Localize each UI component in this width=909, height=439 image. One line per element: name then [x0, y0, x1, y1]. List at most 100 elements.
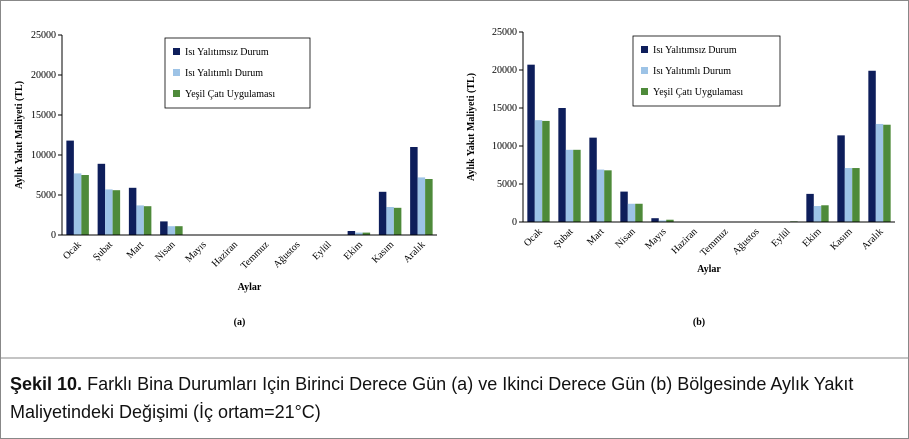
legend-label: Yeşil Çatı Uygulaması — [185, 89, 275, 100]
bar — [534, 120, 543, 222]
legend-swatch — [641, 88, 648, 95]
panel-label: (b) — [693, 317, 705, 328]
legend-swatch — [173, 90, 180, 97]
bar — [97, 163, 106, 235]
bar — [596, 169, 605, 222]
x-tick-label: Aralık — [860, 226, 886, 252]
y-tick-label: 20000 — [492, 65, 517, 76]
bar — [105, 189, 113, 235]
x-tick-label: Haziran — [669, 226, 699, 256]
panel-label: (a) — [234, 317, 246, 328]
legend-box — [164, 37, 311, 109]
y-tick-label: 15000 — [492, 103, 517, 114]
bar — [875, 123, 884, 222]
y-tick-label: 15000 — [31, 110, 56, 121]
bar — [883, 124, 891, 222]
bar — [355, 232, 363, 235]
bar — [417, 177, 426, 235]
legend-label: Isı Yalıtımsız Durum — [653, 45, 737, 56]
x-tick-label: Kasım — [828, 226, 854, 252]
y-tick-label: 5000 — [497, 179, 517, 190]
bar — [143, 206, 152, 235]
y-axis-label: Aylık Yakıt Maliyeti (TL) — [466, 73, 477, 181]
bar — [136, 205, 144, 235]
caption-text: Farklı Bina Durumları Için Birinci Derec… — [10, 374, 854, 422]
legend-box — [632, 35, 781, 107]
bar — [658, 220, 667, 222]
bar — [666, 219, 674, 222]
bar — [573, 149, 581, 222]
x-tick-label: Şubat — [91, 239, 115, 263]
x-tick-label: Nisan — [153, 239, 177, 263]
y-tick-label: 0 — [51, 230, 56, 241]
bar — [66, 140, 74, 235]
x-tick-label: Eylül — [311, 239, 334, 262]
x-tick-label: Temmuz — [239, 239, 272, 272]
legend-label: Isı Yalıtımlı Durum — [185, 68, 263, 79]
bar — [167, 226, 176, 235]
bar — [347, 231, 356, 235]
x-tick-label: Eylül — [770, 226, 793, 249]
bar — [604, 170, 612, 222]
bar — [542, 120, 550, 222]
y-tick-label: 25000 — [31, 30, 56, 41]
bar — [81, 175, 89, 235]
y-tick-label: 20000 — [31, 70, 56, 81]
bar — [868, 70, 876, 222]
bar — [806, 193, 814, 222]
bar — [378, 191, 387, 235]
x-tick-label: Kasım — [370, 239, 396, 265]
x-tick-label: Mart — [585, 226, 607, 248]
legend-swatch — [641, 46, 648, 53]
legend-label: Isı Yalıtımlı Durum — [653, 66, 731, 77]
x-tick-label: Temmuz — [698, 226, 731, 259]
legend-swatch — [641, 67, 648, 74]
bar — [852, 168, 860, 222]
x-tick-label: Mayıs — [183, 239, 209, 265]
x-tick-label: Haziran — [210, 239, 240, 269]
bar — [821, 205, 829, 222]
bar — [844, 168, 853, 222]
y-tick-label: 25000 — [492, 27, 517, 38]
legend-swatch — [173, 48, 180, 55]
bar — [410, 147, 418, 235]
bar — [527, 64, 535, 223]
bar — [651, 218, 659, 222]
x-tick-label: Şubat — [552, 226, 576, 250]
x-tick-label: Ocak — [61, 239, 84, 262]
x-tick-label: Ağustos — [272, 239, 303, 270]
bar — [558, 108, 566, 222]
y-tick-label: 10000 — [492, 141, 517, 152]
y-axis-label: Aylık Yakıt Maliyeti (TL) — [14, 81, 25, 189]
caption-label: Şekil 10. — [10, 374, 83, 394]
y-tick-label: 0 — [512, 217, 517, 228]
x-axis-label: Aylar — [697, 264, 721, 275]
x-tick-label: Mart — [125, 239, 147, 261]
bar — [393, 207, 402, 235]
bar — [635, 203, 643, 222]
x-tick-label: Ekim — [801, 226, 824, 249]
bar — [128, 187, 137, 235]
bar — [112, 190, 121, 235]
x-axis-label: Aylar — [238, 282, 262, 293]
x-tick-label: Mayıs — [643, 226, 669, 252]
bar — [386, 207, 394, 235]
y-tick-label: 10000 — [31, 150, 56, 161]
bar — [73, 173, 82, 235]
bar — [627, 203, 636, 222]
x-tick-label: Ağustos — [731, 226, 762, 257]
x-tick-label: Aralık — [402, 239, 428, 265]
legend-label: Isı Yalıtımsız Durum — [185, 47, 269, 58]
bar — [620, 191, 628, 222]
x-tick-label: Ocak — [522, 226, 545, 249]
bar — [565, 149, 574, 222]
x-tick-label: Ekim — [342, 239, 365, 262]
bar — [425, 179, 433, 235]
bar — [589, 137, 597, 222]
bar — [160, 221, 168, 235]
legend-swatch — [173, 69, 180, 76]
x-tick-label: Nisan — [613, 226, 637, 250]
bar — [175, 226, 183, 235]
bar — [813, 206, 822, 222]
